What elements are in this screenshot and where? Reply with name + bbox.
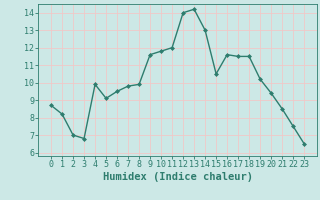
X-axis label: Humidex (Indice chaleur): Humidex (Indice chaleur) [103,172,252,182]
